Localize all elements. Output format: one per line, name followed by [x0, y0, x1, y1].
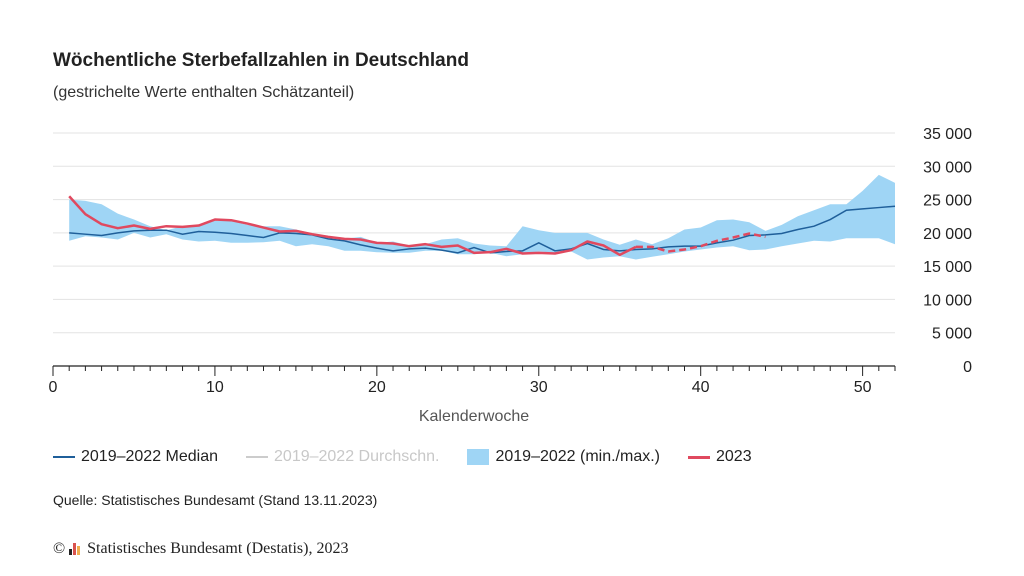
- legend-item-median[interactable]: 2019–2022 Median: [53, 448, 218, 466]
- source-note: Quelle: Statistisches Bundesamt (Stand 1…: [53, 492, 378, 508]
- y-tick-label: 20 000: [923, 226, 972, 243]
- y-tick-label: 35 000: [923, 126, 972, 143]
- chart-plot: 0 5 000 10 000 15 000 20 000 25 000 30 000 35 0…: [49, 126, 973, 425]
- chart-title: Wöchentliche Sterbefallzahlen in Deutsch…: [53, 50, 469, 71]
- x-tick-label: 30: [530, 379, 548, 396]
- x-tick-label: 10: [206, 379, 224, 396]
- legend-item-2023[interactable]: 2023: [688, 448, 752, 466]
- line-2023-solid: [68, 195, 637, 257]
- chart-legend: 2019–2022 Median 2019–2022 Durchschn. 20…: [53, 446, 780, 468]
- destatis-logo-icon: [69, 543, 81, 555]
- y-tick-label: 25 000: [923, 193, 972, 210]
- y-tick-label: 15 000: [923, 259, 972, 276]
- x-tick-label: 40: [692, 379, 710, 396]
- legend-label-median: 2019–2022 Median: [81, 448, 219, 465]
- x-tick-label: 20: [368, 379, 386, 396]
- legend-item-range[interactable]: 2019–2022 (min./max.): [467, 448, 660, 466]
- line-2023-dashed: [635, 232, 766, 253]
- legend-swatch-range: [467, 449, 490, 465]
- y-tick-label: 10 000: [923, 292, 972, 309]
- legend-swatch-2023: [688, 455, 710, 459]
- y-tick-label: 0: [963, 359, 972, 376]
- legend-label-2023: 2023: [716, 448, 752, 465]
- legend-label-mean: 2019–2022 Durchschn.: [274, 448, 440, 465]
- y-tick-label: 5 000: [932, 326, 972, 343]
- legend-item-mean[interactable]: 2019–2022 Durchschn.: [246, 448, 439, 466]
- range-band: [69, 174, 895, 260]
- chart-subtitle: (gestrichelte Werte enthalten Schätzante…: [53, 84, 355, 101]
- x-axis-title: Kalenderwoche: [419, 408, 529, 425]
- copyright-symbol: ©: [53, 540, 66, 557]
- copyright-text: Statistisches Bundesamt (Destatis), 2023: [87, 540, 349, 557]
- copyright-footer: © Statistisches Bundesamt (Destatis), 20…: [53, 540, 348, 558]
- legend-swatch-mean: [246, 456, 269, 458]
- x-tick-label: 50: [854, 379, 872, 396]
- legend-swatch-median: [53, 456, 75, 458]
- legend-label-range: 2019–2022 (min./max.): [495, 448, 660, 465]
- x-tick-label: 0: [49, 379, 58, 396]
- y-tick-label: 30 000: [923, 159, 972, 176]
